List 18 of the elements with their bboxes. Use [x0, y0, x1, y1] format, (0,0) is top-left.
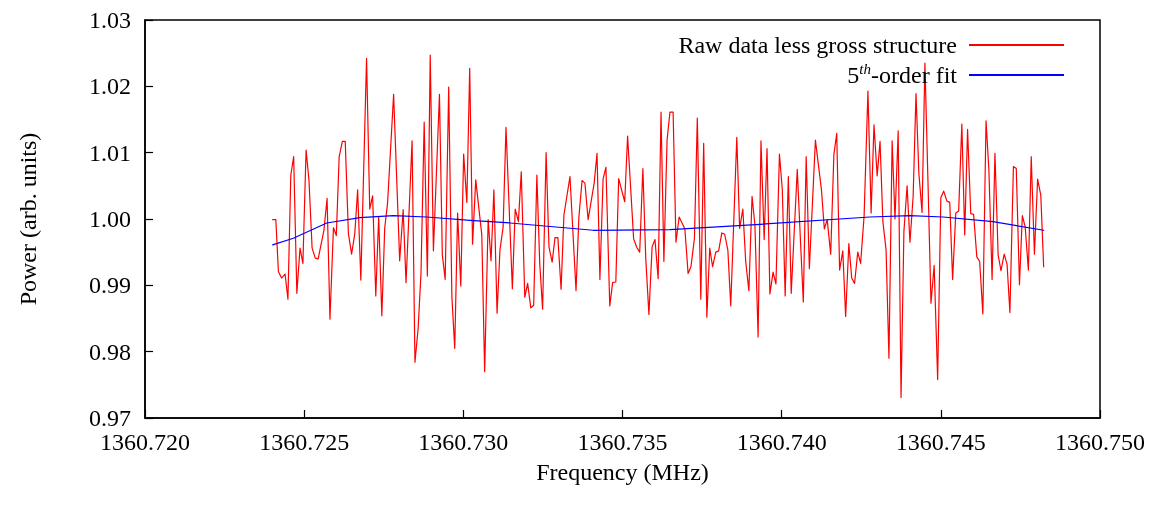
- y-axis-title: Power (arb. units): [15, 132, 41, 306]
- x-tick-label: 1360.730: [418, 429, 509, 455]
- line-series: [272, 215, 1045, 246]
- x-tick-label: 1360.725: [259, 429, 350, 455]
- x-tick-label: 1360.735: [577, 429, 668, 455]
- y-tick-label: 1.01: [89, 139, 131, 166]
- x-tick-label: 1360.745: [895, 429, 986, 455]
- legend-label: Raw data less gross structure: [678, 31, 957, 60]
- y-tick-label: 0.97: [89, 405, 131, 431]
- y-tick-label: 1.02: [89, 73, 131, 100]
- y-tick-label: 0.98: [89, 338, 131, 365]
- x-axis-title: Frequency (MHz): [536, 459, 709, 485]
- y-tick-label: 1.00: [89, 206, 131, 232]
- x-tick-label: 1360.720: [100, 429, 190, 455]
- y-tick-label: 0.99: [89, 272, 131, 299]
- y-tick-label: 1.03: [89, 7, 131, 33]
- x-tick-label: 1360.740: [736, 429, 827, 455]
- x-tick-label: 1360.750: [1055, 429, 1145, 455]
